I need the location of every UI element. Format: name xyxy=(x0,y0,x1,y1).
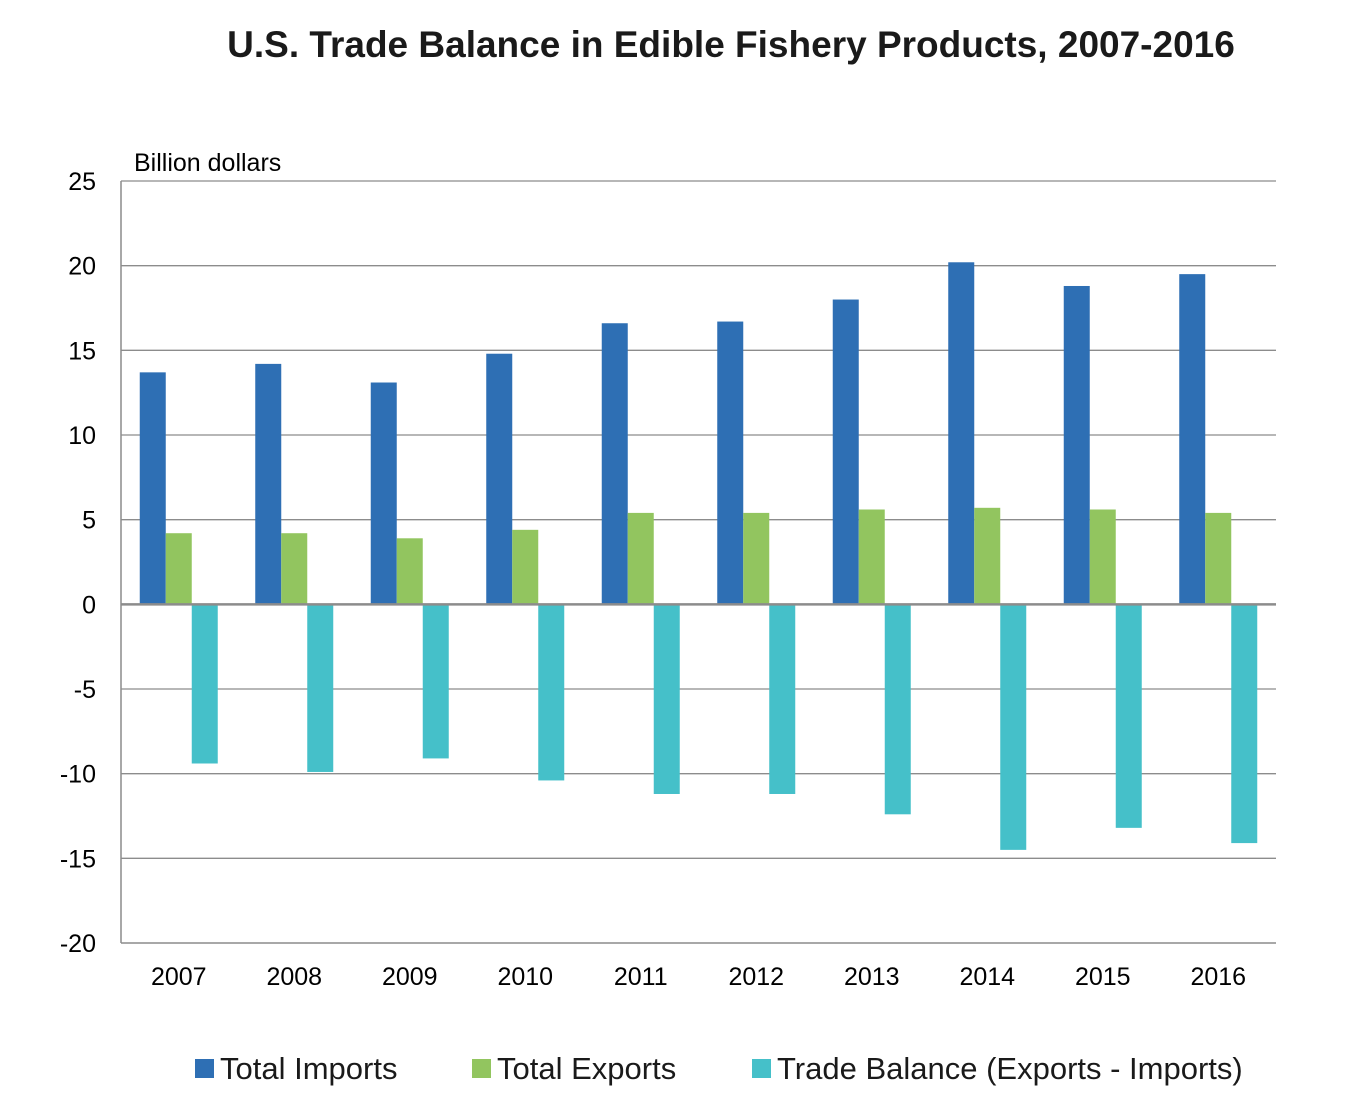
legend-label: Trade Balance (Exports - Imports) xyxy=(777,1051,1243,1086)
bar-trade-balance-exports-imports-2009 xyxy=(422,604,449,759)
bar-total-exports-2007 xyxy=(165,533,192,605)
x-tick-label: 2007 xyxy=(151,963,207,991)
bar-trade-balance-exports-imports-2016 xyxy=(1231,604,1258,844)
y-axis-unit-label: Billion dollars xyxy=(134,149,281,177)
bar-total-imports-2010 xyxy=(486,353,513,605)
bar-total-exports-2011 xyxy=(627,512,654,605)
bar-trade-balance-exports-imports-2014 xyxy=(1000,604,1027,850)
bar-total-exports-2014 xyxy=(974,507,1001,605)
x-tick-label: 2015 xyxy=(1075,963,1131,991)
y-tick-labels: 25 20 15 10 5 0 -5 -10 -15 -20 xyxy=(60,168,96,958)
bar-total-exports-2012 xyxy=(743,512,770,605)
bar-trade-balance-exports-imports-2011 xyxy=(653,604,680,794)
axes xyxy=(120,181,1276,944)
legend-swatch xyxy=(472,1059,491,1078)
x-tick-label: 2008 xyxy=(266,963,322,991)
bar-total-imports-2012 xyxy=(717,321,744,605)
y-tick-label: 0 xyxy=(82,591,96,619)
bar-trade-balance-exports-imports-2015 xyxy=(1115,604,1142,828)
x-tick-label: 2014 xyxy=(959,963,1015,991)
chart-title: U.S. Trade Balance in Edible Fishery Pro… xyxy=(227,24,1235,65)
legend-swatch xyxy=(752,1059,771,1078)
x-tick-label: 2011 xyxy=(614,963,668,991)
bar-total-imports-2008 xyxy=(255,363,282,605)
bar-total-imports-2015 xyxy=(1063,285,1090,605)
bar-total-imports-2014 xyxy=(948,262,975,605)
bar-total-exports-2016 xyxy=(1205,512,1232,605)
bar-trade-balance-exports-imports-2008 xyxy=(307,604,334,772)
y-tick-label: -15 xyxy=(60,845,96,873)
y-tick-label: -5 xyxy=(74,676,96,704)
bar-total-imports-2013 xyxy=(832,299,859,605)
bar-total-exports-2008 xyxy=(281,533,308,605)
bars xyxy=(139,262,1258,850)
bar-trade-balance-exports-imports-2007 xyxy=(191,604,218,764)
y-tick-label: 15 xyxy=(68,337,96,365)
bar-total-imports-2016 xyxy=(1179,274,1206,605)
legend-label: Total Exports xyxy=(497,1051,676,1086)
legend-label: Total Imports xyxy=(220,1051,397,1086)
y-tick-label: -10 xyxy=(60,761,96,789)
y-tick-label: 10 xyxy=(68,422,96,450)
x-tick-label: 2009 xyxy=(382,963,438,991)
y-tick-label: -20 xyxy=(60,930,96,958)
legend: Total Imports Total Exports Trade Balance … xyxy=(195,1051,1243,1086)
x-tick-label: 2013 xyxy=(844,963,900,991)
y-tick-label: 25 xyxy=(68,168,96,196)
bar-total-exports-2010 xyxy=(512,529,539,605)
bar-total-exports-2009 xyxy=(396,538,423,605)
bar-trade-balance-exports-imports-2012 xyxy=(769,604,796,794)
legend-swatch xyxy=(195,1059,214,1078)
y-tick-label: 5 xyxy=(82,507,96,535)
bar-total-exports-2013 xyxy=(858,509,885,605)
y-tick-label: 20 xyxy=(68,253,96,281)
bar-total-imports-2011 xyxy=(601,323,628,605)
x-tick-label: 2010 xyxy=(497,963,553,991)
x-tick-label: 2012 xyxy=(728,963,784,991)
bar-trade-balance-exports-imports-2013 xyxy=(884,604,911,815)
x-tick-label: 2016 xyxy=(1190,963,1246,991)
bar-total-imports-2009 xyxy=(370,382,397,605)
bar-trade-balance-exports-imports-2010 xyxy=(538,604,565,781)
x-tick-labels: 2007 2008 2009 2010 2011 2012 2013 2014 2015 2016 xyxy=(151,963,1246,991)
bar-total-exports-2015 xyxy=(1089,509,1116,605)
bar-total-imports-2007 xyxy=(139,372,166,605)
